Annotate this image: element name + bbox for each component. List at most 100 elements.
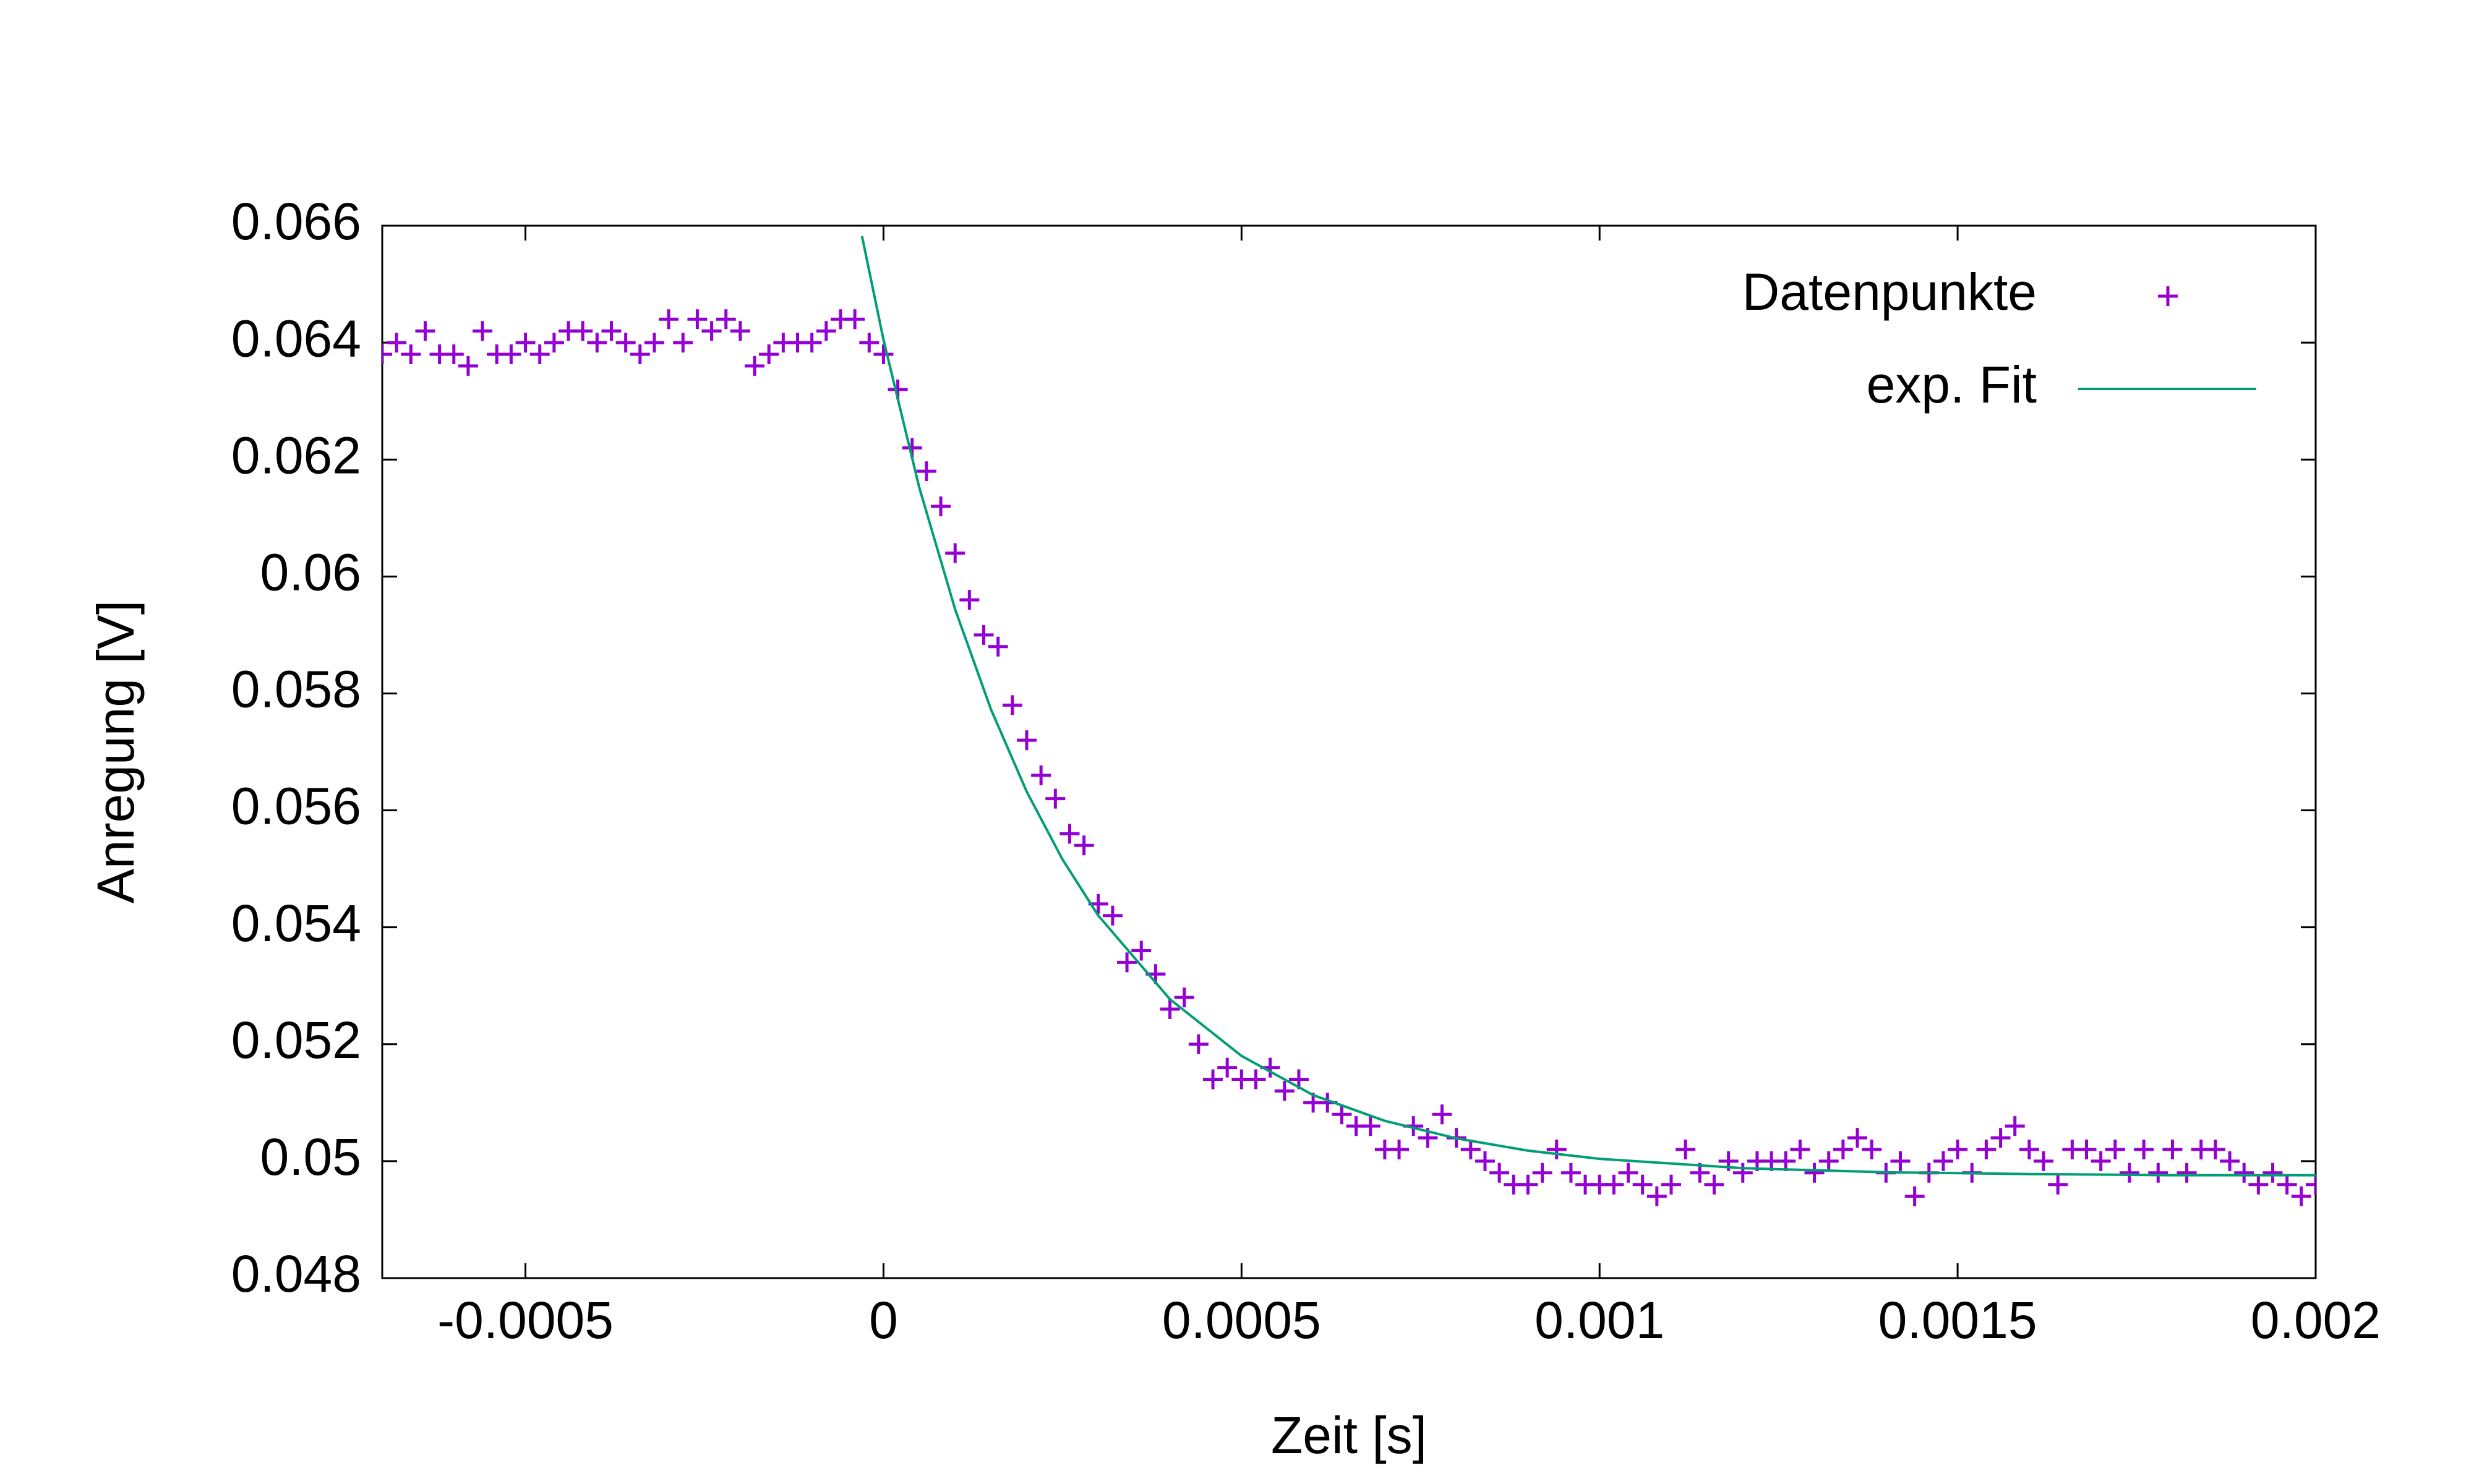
data-point (701, 321, 722, 341)
data-point (1174, 987, 1194, 1008)
y-tick-label: 0.066 (231, 192, 361, 250)
data-point (2034, 1151, 2054, 1171)
data-point (382, 344, 392, 365)
data-point (1604, 1174, 1624, 1195)
y-tick-label: 0.058 (231, 660, 361, 719)
data-point (2005, 1116, 2025, 1136)
y-tick-label: 0.06 (260, 544, 362, 602)
data-point (544, 333, 564, 353)
data-point (473, 321, 493, 341)
data-point (2177, 1162, 2197, 1183)
data-point (387, 333, 407, 353)
data-point (1131, 940, 1152, 961)
data-point (1031, 765, 1051, 785)
data-point (2048, 1174, 2068, 1195)
x-tick-label: -0.0005 (437, 1291, 614, 1349)
y-tick-label: 0.048 (231, 1245, 361, 1303)
data-point (615, 333, 636, 353)
data-point (1045, 788, 1066, 809)
data-point (931, 496, 951, 516)
data-point (1332, 1104, 1352, 1125)
x-tick-label: 0 (869, 1291, 898, 1349)
data-point (2205, 1139, 2225, 1159)
data-point (1862, 1139, 1882, 1159)
data-point (2248, 1174, 2269, 1195)
data-point (2119, 1162, 2139, 1183)
data-point (1217, 1057, 1238, 1078)
x-tick-label: 0.0005 (1162, 1291, 1321, 1349)
data-point (1246, 1069, 1266, 1090)
data-point (1460, 1139, 1481, 1159)
data-point (945, 543, 965, 563)
data-point (587, 333, 607, 353)
y-tick-label: 0.052 (231, 1011, 361, 1069)
data-point (644, 333, 664, 353)
data-point (2220, 1151, 2240, 1171)
data-point (2277, 1174, 2297, 1195)
y-tick-label: 0.064 (231, 309, 361, 367)
data-point (1203, 1069, 1223, 1090)
data-point (687, 309, 708, 330)
data-point (988, 636, 1008, 657)
data-point (1933, 1151, 1953, 1171)
data-point (2076, 1139, 2097, 1159)
data-point (1059, 824, 1080, 844)
data-point (1661, 1174, 1681, 1195)
legend-marker (2158, 286, 2178, 306)
data-point (401, 344, 421, 365)
data-point (1546, 1139, 1567, 1159)
data-point (515, 333, 536, 353)
x-tick-label: 0.002 (2251, 1291, 2381, 1349)
x-axis-label: Zeit [s] (1271, 1406, 1427, 1464)
plot-frame (381, 224, 2317, 1279)
data-point (2019, 1139, 2039, 1159)
data-point (730, 321, 750, 341)
data-point (1776, 1151, 1796, 1171)
data-point (1847, 1128, 1868, 1148)
data-point (1489, 1162, 1510, 1183)
data-point (1002, 695, 1022, 715)
data-point (1790, 1139, 1810, 1159)
data-point (659, 309, 679, 330)
data-point (443, 344, 464, 365)
data-point (745, 356, 765, 376)
data-point (1102, 905, 1123, 926)
x-tick-label: 0.001 (1534, 1291, 1664, 1349)
data-point (1732, 1162, 1753, 1183)
y-axis-label: Anregung [V] (87, 600, 145, 903)
data-point (1990, 1128, 2011, 1148)
data-point (673, 333, 693, 353)
data-point (974, 625, 994, 645)
data-point (458, 356, 478, 376)
data-point (1074, 835, 1094, 856)
data-point (1904, 1186, 1925, 1206)
data-point (1532, 1162, 1552, 1183)
data-point (529, 344, 550, 365)
data-point (1632, 1174, 1653, 1195)
data-point (959, 590, 980, 610)
data-point (1360, 1116, 1380, 1136)
data-point (873, 344, 894, 365)
y-tick-label: 0.062 (231, 426, 361, 484)
data-point (2234, 1162, 2254, 1183)
data-point (1890, 1151, 1911, 1171)
data-point (859, 333, 880, 353)
data-point (501, 344, 521, 365)
data-point (2162, 1139, 2183, 1159)
y-tick-label: 0.056 (231, 777, 361, 835)
data-point (1432, 1104, 1452, 1125)
data-point (1389, 1139, 1410, 1159)
legend-label: Datenpunkte (1742, 263, 2037, 321)
data-point (845, 309, 865, 330)
legend-label: exp. Fit (1867, 356, 2037, 414)
data-point (601, 321, 622, 341)
data-point (2105, 1139, 2125, 1159)
data-point (1560, 1162, 1581, 1183)
data-point (2134, 1139, 2154, 1159)
data-point (1804, 1162, 1825, 1183)
y-tick-label: 0.05 (260, 1128, 362, 1186)
data-point (1676, 1139, 1696, 1159)
data-point (2291, 1186, 2311, 1206)
data-point (802, 333, 822, 353)
